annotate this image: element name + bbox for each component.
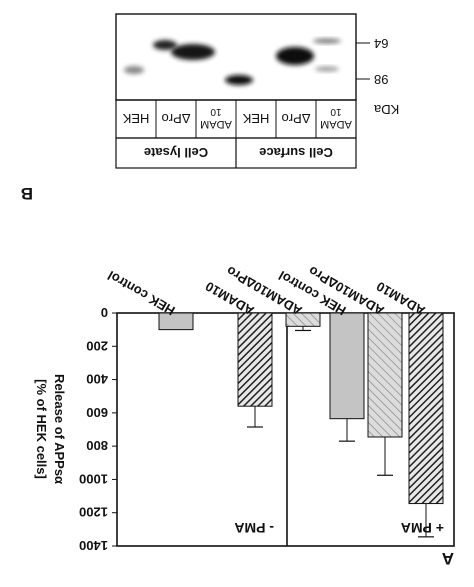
y-axis-ticks: 0 200 400 600 800 1000 1200 1400 — [79, 305, 117, 553]
lane-label-5: ΔPro — [282, 111, 311, 126]
error-bar-plus-pma-1 — [339, 418, 355, 442]
group-label-plus-pma: + PMA — [401, 520, 444, 536]
band-surface-dpro — [276, 47, 314, 65]
error-bar-plus-pma-3 — [377, 436, 393, 476]
panel-b-label: B — [21, 184, 33, 203]
error-bars — [247, 326, 434, 538]
y-axis-title-line-1: Release of APPsα — [52, 374, 67, 484]
panel-a-label: A — [442, 549, 454, 568]
y-tick-label: 600 — [86, 405, 108, 420]
x-label-minus-pma-1: HEK control — [105, 268, 178, 319]
y-tick-label: 1200 — [79, 505, 108, 520]
bar-plus-pma-1 — [329, 312, 365, 420]
band-surface-adam10-lower — [315, 66, 339, 72]
group-label-minus-pma: - PMA — [234, 520, 274, 536]
bar-plus-pma-2 — [408, 312, 444, 505]
blot-image — [115, 13, 357, 101]
lane-labels: HEK ΔPro ADAM10 HEK ΔPro ADAM10 — [122, 106, 352, 130]
blot-bands — [124, 38, 341, 85]
y-tick-label: 1400 — [79, 538, 108, 553]
lane-label-6-line-2: 10 — [330, 106, 342, 117]
band-lysate-bg — [124, 66, 144, 74]
lane-label-3-line-2: 10 — [210, 106, 222, 117]
error-bar-plus-pma-2 — [418, 503, 434, 538]
lane-label-3-line-1: ADAM — [200, 118, 232, 130]
lane-label-4: HEK — [242, 111, 269, 126]
mw-marker-98: 98 — [374, 72, 388, 87]
plot-frame — [116, 312, 455, 547]
mw-unit-label: KDa — [373, 102, 399, 117]
mw-marker-64: 64 — [374, 36, 388, 51]
band-surface-adam10-upper — [313, 38, 341, 44]
y-axis-title: Release of APPsα [% of HEK cells] — [34, 374, 67, 484]
band-lysate-hek — [153, 40, 177, 50]
bar-minus-pma-2 — [237, 312, 273, 407]
error-bar-minus-pma-2 — [247, 406, 263, 428]
bar-chart: + PMA - PMA 0 200 400 600 800 1000 1200 1400 HE… — [34, 263, 455, 553]
western-blot: 64 98 KDa HEK ΔPro ADAM10 HEK ΔPro ADAM10 Cel… — [115, 13, 399, 169]
bar-minus-pma-1 — [158, 312, 194, 331]
lane-label-1: HEK — [122, 111, 149, 126]
band-lysate-dpro — [171, 44, 215, 60]
lane-label-2: ΔPro — [162, 111, 191, 126]
y-tick-label: 800 — [86, 438, 108, 453]
y-axis-title-line-2: [% of HEK cells] — [34, 379, 49, 479]
fraction-label-surface: Cell surface — [259, 145, 333, 160]
bars — [158, 312, 444, 505]
fraction-label-lysate: Cell lysate — [144, 145, 208, 160]
band-lysate-adam10 — [225, 75, 253, 85]
y-tick-label: 0 — [101, 305, 108, 320]
y-tick-label: 1000 — [79, 471, 108, 486]
lane-label-6-line-1: ADAM — [320, 118, 352, 130]
error-bar-minus-pma-3 — [295, 326, 311, 332]
bar-plus-pma-3 — [367, 312, 403, 438]
y-tick-label: 400 — [86, 372, 108, 387]
y-tick-label: 200 — [86, 338, 108, 353]
lane-table: HEK ΔPro ADAM10 HEK ΔPro ADAM10 Cell surface … — [115, 99, 357, 169]
